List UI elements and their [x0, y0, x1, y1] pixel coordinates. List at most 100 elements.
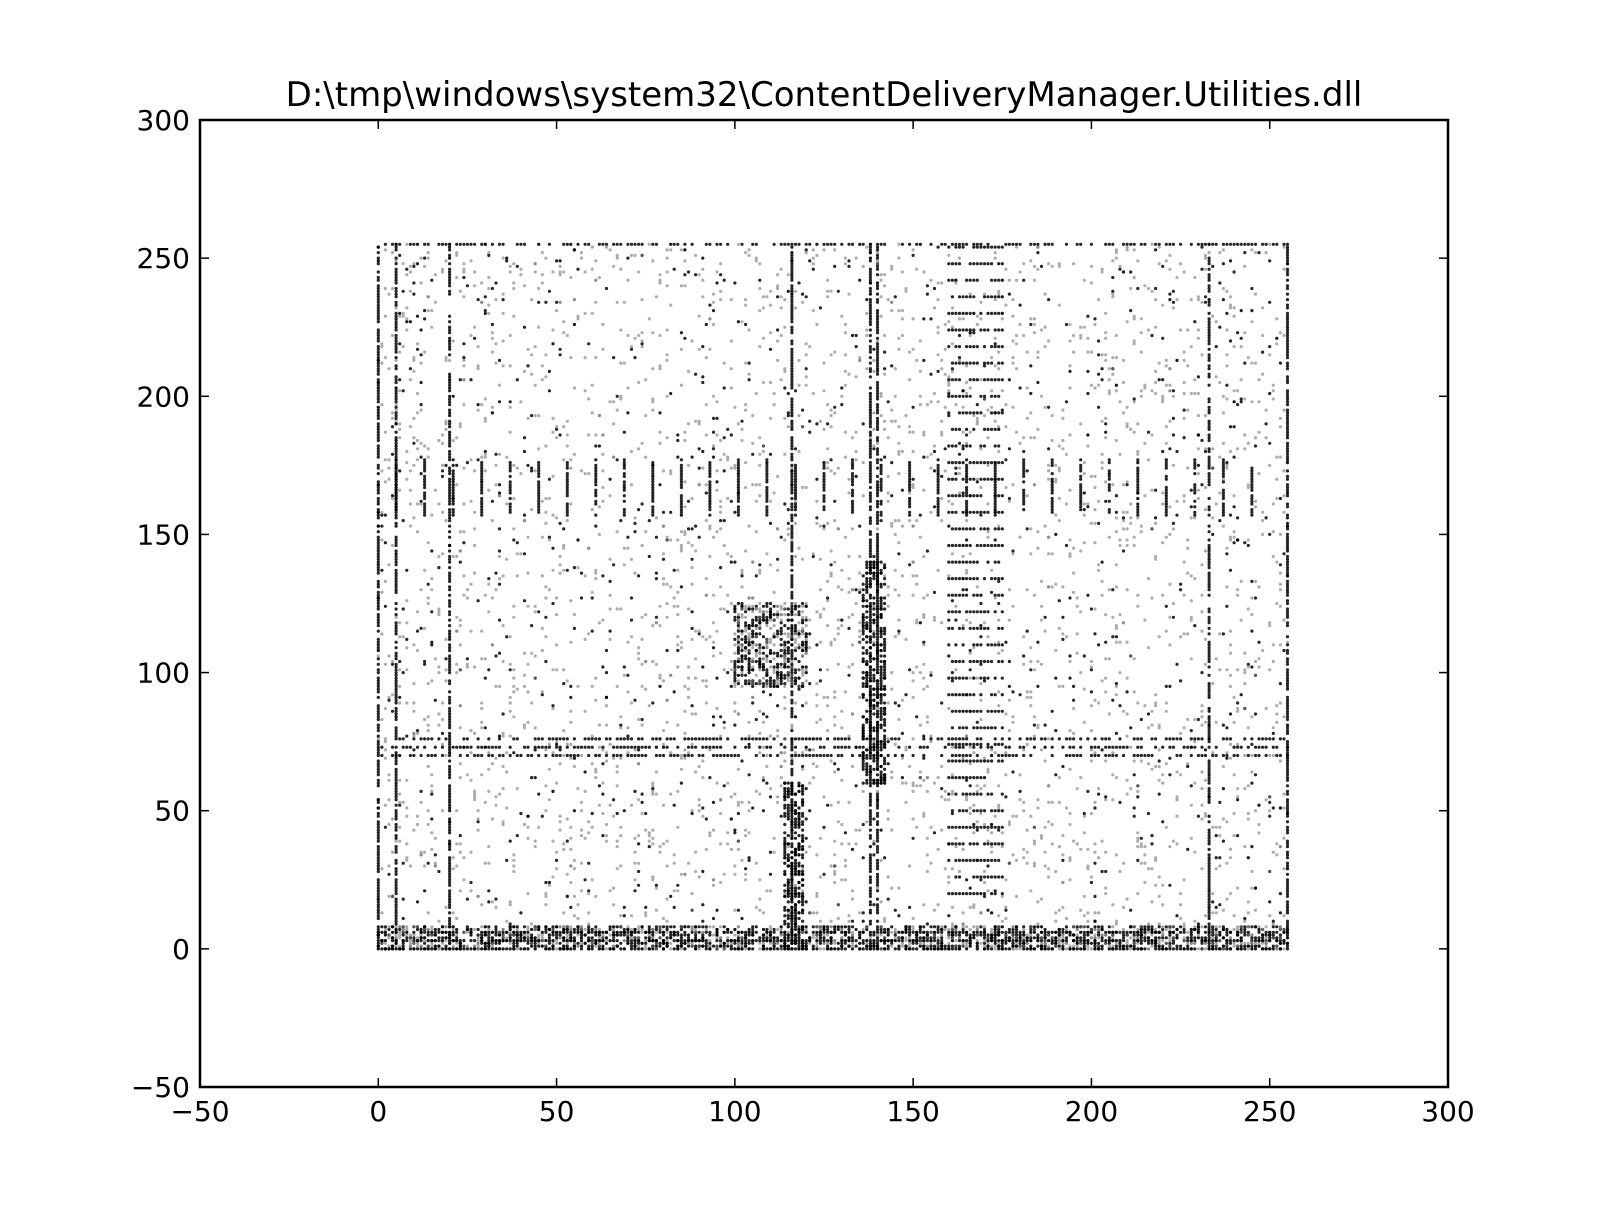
data-point: [1114, 682, 1118, 686]
data-point: [665, 248, 669, 252]
data-point: [783, 502, 787, 506]
data-point: [398, 621, 402, 625]
data-point: [1253, 579, 1258, 584]
data-point: [847, 491, 851, 495]
data-point: [932, 505, 937, 509]
data-point: [669, 248, 673, 252]
data-point: [661, 916, 666, 921]
data-point: [1047, 405, 1051, 409]
data-point: [1268, 621, 1272, 625]
data-point: [419, 588, 423, 592]
data-point: [654, 535, 659, 539]
data-point: [1221, 632, 1225, 636]
data-point: [551, 601, 555, 606]
data-point: [501, 311, 505, 315]
data-point: [473, 270, 477, 274]
data-point: [1093, 751, 1097, 755]
data-point: [1057, 519, 1061, 523]
data-point: [897, 704, 901, 708]
data-point: [619, 328, 623, 332]
data-point: [986, 864, 990, 868]
data-point: [597, 936, 602, 940]
data-point: [526, 925, 530, 929]
data-point: [722, 436, 726, 440]
data-point: [1036, 944, 1040, 948]
data-point: [423, 256, 427, 260]
data-point: [637, 944, 641, 948]
data-point: [915, 784, 919, 788]
data-point: [455, 436, 459, 440]
data-point: [590, 762, 594, 766]
data-point: [886, 593, 890, 597]
data-point: [1054, 919, 1058, 923]
data-point: [612, 886, 616, 890]
data-point: [719, 734, 723, 738]
data-point: [975, 419, 979, 423]
data-point: [804, 925, 808, 929]
data-point: [615, 458, 619, 462]
data-point: [683, 530, 687, 534]
data-point: [929, 452, 933, 456]
data-point: [426, 455, 430, 459]
data-point: [1029, 646, 1033, 650]
data-point: [786, 289, 790, 293]
data-point: [526, 892, 530, 896]
data-point: [505, 751, 509, 755]
data-point: [1257, 430, 1261, 434]
data-point: [408, 378, 412, 382]
data-point: [1011, 604, 1015, 608]
data-point: [786, 527, 790, 531]
data-point: [522, 723, 527, 727]
data-point: [1200, 936, 1204, 940]
data-point: [751, 941, 755, 945]
data-point: [890, 419, 894, 423]
data-point: [908, 944, 912, 948]
data-point: [537, 933, 541, 937]
data-point: [398, 684, 402, 689]
data-point: [890, 461, 894, 465]
data-point: [1114, 624, 1118, 628]
data-point: [1139, 530, 1143, 534]
data-point: [426, 309, 430, 313]
data-point: [473, 469, 477, 473]
data-point: [840, 778, 844, 782]
data-point: [1268, 624, 1272, 628]
data-point: [473, 571, 477, 575]
data-point: [433, 836, 437, 840]
data-point: [740, 800, 744, 805]
data-point: [615, 300, 619, 304]
data-point: [665, 648, 669, 653]
data-point: [818, 419, 823, 423]
data-point: [1047, 463, 1051, 467]
data-point: [440, 474, 445, 478]
data-point: [1154, 516, 1158, 520]
data-point: [850, 941, 855, 945]
data-point: [840, 624, 844, 628]
data-point: [1175, 662, 1179, 666]
data-point: [1214, 502, 1218, 506]
data-point: [818, 836, 823, 840]
data-point: [729, 466, 733, 470]
data-point: [487, 789, 491, 794]
data-point: [957, 333, 962, 338]
data-point: [715, 281, 719, 285]
data-point: [1278, 582, 1282, 586]
data-point: [1196, 295, 1200, 299]
data-point: [761, 444, 766, 448]
data-point: [651, 836, 655, 840]
data-point: [715, 488, 719, 492]
data-point: [829, 458, 833, 462]
data-point: [1086, 444, 1090, 448]
data-point: [647, 704, 651, 708]
data-point: [979, 662, 983, 666]
data-point: [922, 615, 926, 619]
data-point: [1125, 640, 1129, 644]
data-point: [1100, 947, 1104, 951]
data-point: [1100, 378, 1104, 382]
data-point: [826, 729, 830, 733]
data-point: [619, 394, 623, 398]
data-point: [1232, 914, 1236, 918]
data-point: [758, 571, 762, 575]
data-point: [975, 676, 979, 680]
data-point: [683, 284, 687, 288]
